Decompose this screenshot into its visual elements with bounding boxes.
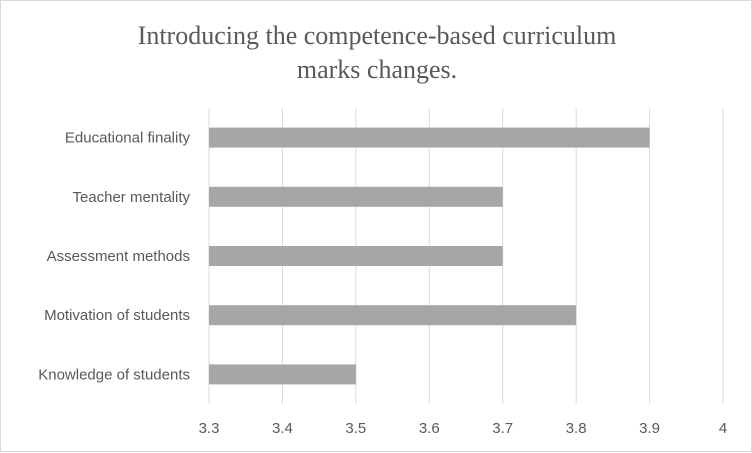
x-tick-label-5: 3.8 [566,420,587,437]
bar-0 [209,127,650,148]
x-tick-label-3: 3.6 [419,420,440,437]
x-tick-label-7: 4 [719,420,727,437]
category-label-1: Teacher mentality [72,189,190,206]
bar-3 [209,305,577,326]
bar-1 [209,186,503,207]
bar-4 [209,364,356,385]
chart-title-line-1: Introducing the competence-based curricu… [137,21,617,50]
x-tick-label-1: 3.4 [272,420,293,437]
category-label-2: Assessment methods [47,248,190,265]
x-tick-label-6: 3.9 [639,420,660,437]
x-tick-label-2: 3.5 [345,420,366,437]
category-label-3: Motivation of students [44,307,190,324]
x-tick-label-0: 3.3 [199,420,220,437]
category-label-0: Educational finality [65,130,191,147]
chart-title: Introducing the competence-based curricu… [1,19,752,87]
chart-title-line-2: marks changes. [296,55,458,84]
x-tick-label-4: 3.7 [492,420,513,437]
category-label-4: Knowledge of students [38,366,190,383]
bar-2 [209,246,503,266]
